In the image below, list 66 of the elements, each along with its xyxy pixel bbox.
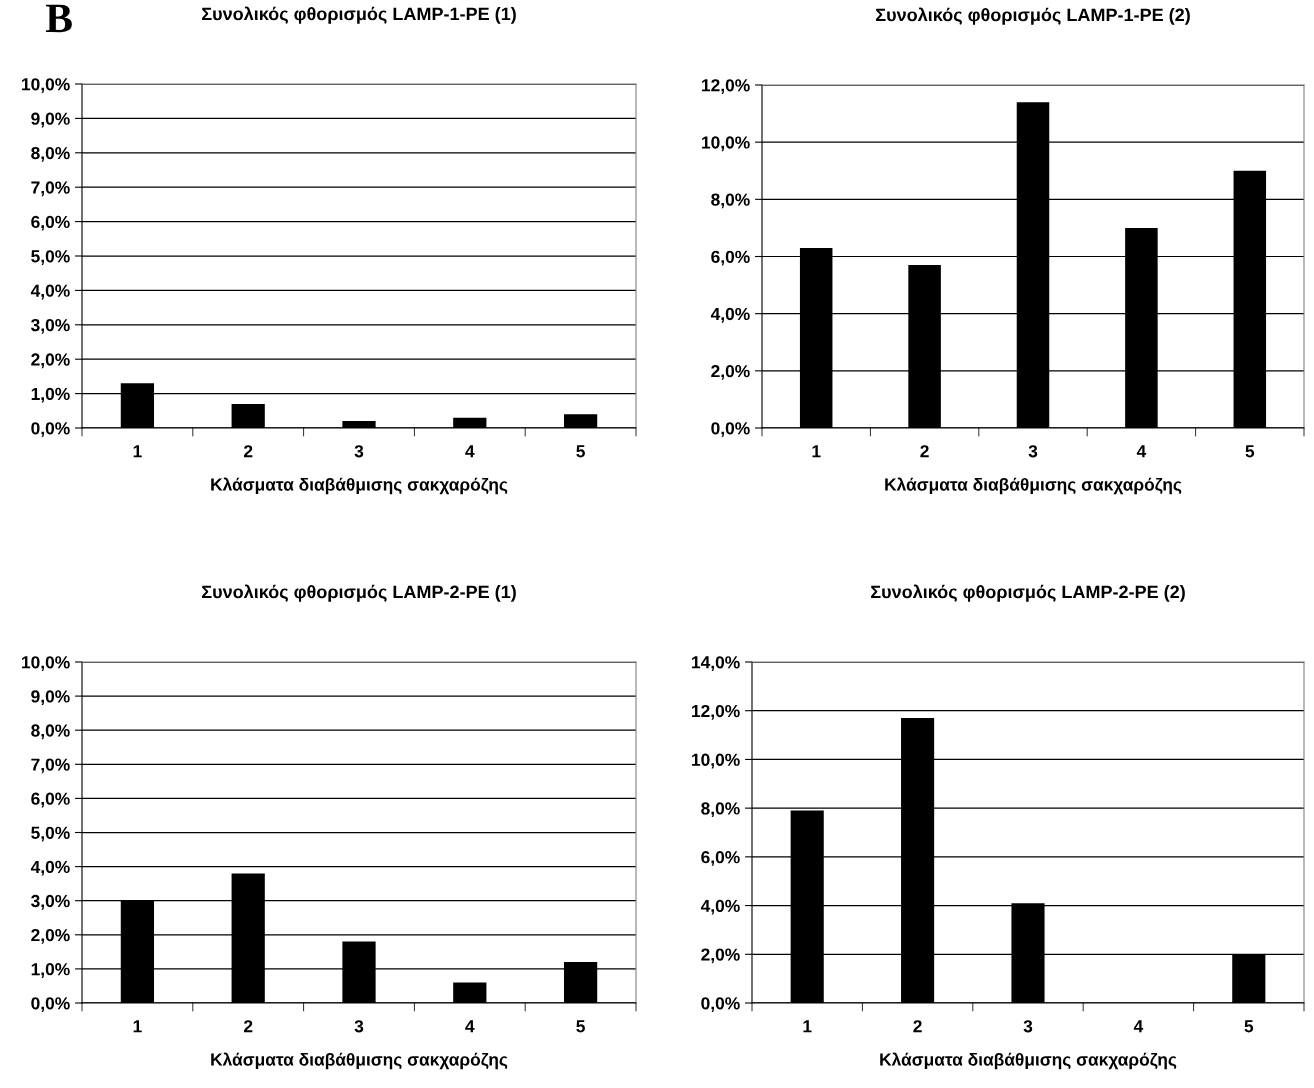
text: B [45, 4, 72, 33]
y-tick-label: 1,0% [31, 387, 70, 403]
y-tick-label: 7,0% [31, 181, 70, 197]
x-tick-label: 1 [803, 1020, 812, 1033]
x-tick-label: 2 [913, 1020, 922, 1033]
y-tick-label: 12,0% [702, 79, 750, 94]
x-tick-label: 4 [1133, 1020, 1144, 1033]
x-tick-label: 3 [354, 445, 364, 458]
y-tick-label: 8,0% [711, 193, 750, 209]
y-tick-label: 6,0% [31, 792, 70, 808]
y-tick-label: 8,0% [31, 724, 70, 740]
x-tick-label: 2 [920, 445, 929, 458]
x-tick-label: 5 [1244, 1020, 1254, 1033]
y-tick-label: 7,0% [31, 758, 70, 774]
x-tick-label: 3 [354, 1020, 364, 1033]
x-tick-label: 1 [133, 445, 142, 458]
y-tick-label: 2,0% [31, 353, 70, 369]
y-tick-label: 0,0% [711, 422, 750, 437]
y-tick-label: 5,0% [31, 826, 70, 842]
y-tick-label: 5,0% [31, 250, 70, 265]
y-tick-label: 2,0% [701, 948, 740, 964]
y-tick-label: 10,0% [22, 656, 70, 671]
x-tick-label: 2 [243, 445, 253, 458]
x-tick-label: 1 [133, 1020, 142, 1033]
x-tick-label: 1 [812, 445, 821, 458]
y-tick-label: 0,0% [31, 422, 70, 437]
y-tick-label: 6,0% [31, 215, 70, 231]
y-tick-label: 2,0% [31, 928, 70, 944]
x-tick-label: 5 [1245, 445, 1255, 458]
x-tick-label: 2 [243, 1020, 253, 1033]
y-tick-label: 0,0% [31, 997, 70, 1012]
y-tick-label: 4,0% [700, 899, 740, 915]
x-tick-label: 4 [1136, 445, 1147, 458]
y-tick-label: 12,0% [692, 704, 740, 720]
chart-title: Συνολικός φθορισμός LAMP-1-PE (1) [202, 6, 516, 24]
x-tick-label: 4 [465, 445, 475, 458]
y-tick-label: 10,0% [702, 136, 750, 152]
x-tick-label: 3 [1023, 1020, 1033, 1033]
y-tick-label: 6,0% [711, 250, 750, 266]
y-tick-label: 9,0% [31, 112, 70, 128]
y-tick-label: 0,0% [701, 997, 740, 1012]
x-axis-title: Κλάσματα διαβάθμισης σακχαρόζης [885, 477, 1182, 495]
y-tick-label: 6,0% [701, 851, 740, 866]
y-tick-label: 8,0% [31, 146, 70, 162]
x-axis-title: Κλάσματα διαβάθμισης σακχαρόζης [880, 1052, 1177, 1070]
x-tick-label: 5 [576, 1020, 585, 1033]
x-tick-label: 3 [1028, 445, 1038, 458]
chart-title: Συνολικός φθορισμός LAMP-1-PE (2) [876, 7, 1190, 25]
x-tick-label: 5 [576, 445, 585, 458]
chart-title: Συνολικός φθορισμός LAMP-2-PE (2) [871, 584, 1185, 602]
x-tick-label: 4 [465, 1020, 475, 1033]
y-tick-label: 2,0% [711, 365, 750, 380]
y-tick-label: 10,0% [22, 78, 70, 93]
y-tick-label: 9,0% [31, 690, 70, 706]
y-tick-label: 3,0% [31, 318, 70, 334]
y-tick-label: 4,0% [30, 860, 70, 876]
x-axis-title: Κλάσματα διαβάθμισης σακχαρόζης [211, 1052, 508, 1070]
x-axis-title: Κλάσματα διαβάθμισης σακχαρόζης [211, 477, 508, 495]
chart-title: Συνολικός φθορισμός LAMP-2-PE (1) [202, 584, 516, 602]
y-tick-label: 14,0% [692, 656, 740, 671]
y-tick-label: 3,0% [31, 894, 70, 910]
y-tick-label: 4,0% [710, 307, 750, 323]
y-tick-label: 4,0% [30, 284, 70, 300]
y-tick-label: 10,0% [692, 753, 740, 769]
y-tick-label: 1,0% [31, 963, 70, 978]
y-tick-label: 8,0% [701, 802, 740, 818]
